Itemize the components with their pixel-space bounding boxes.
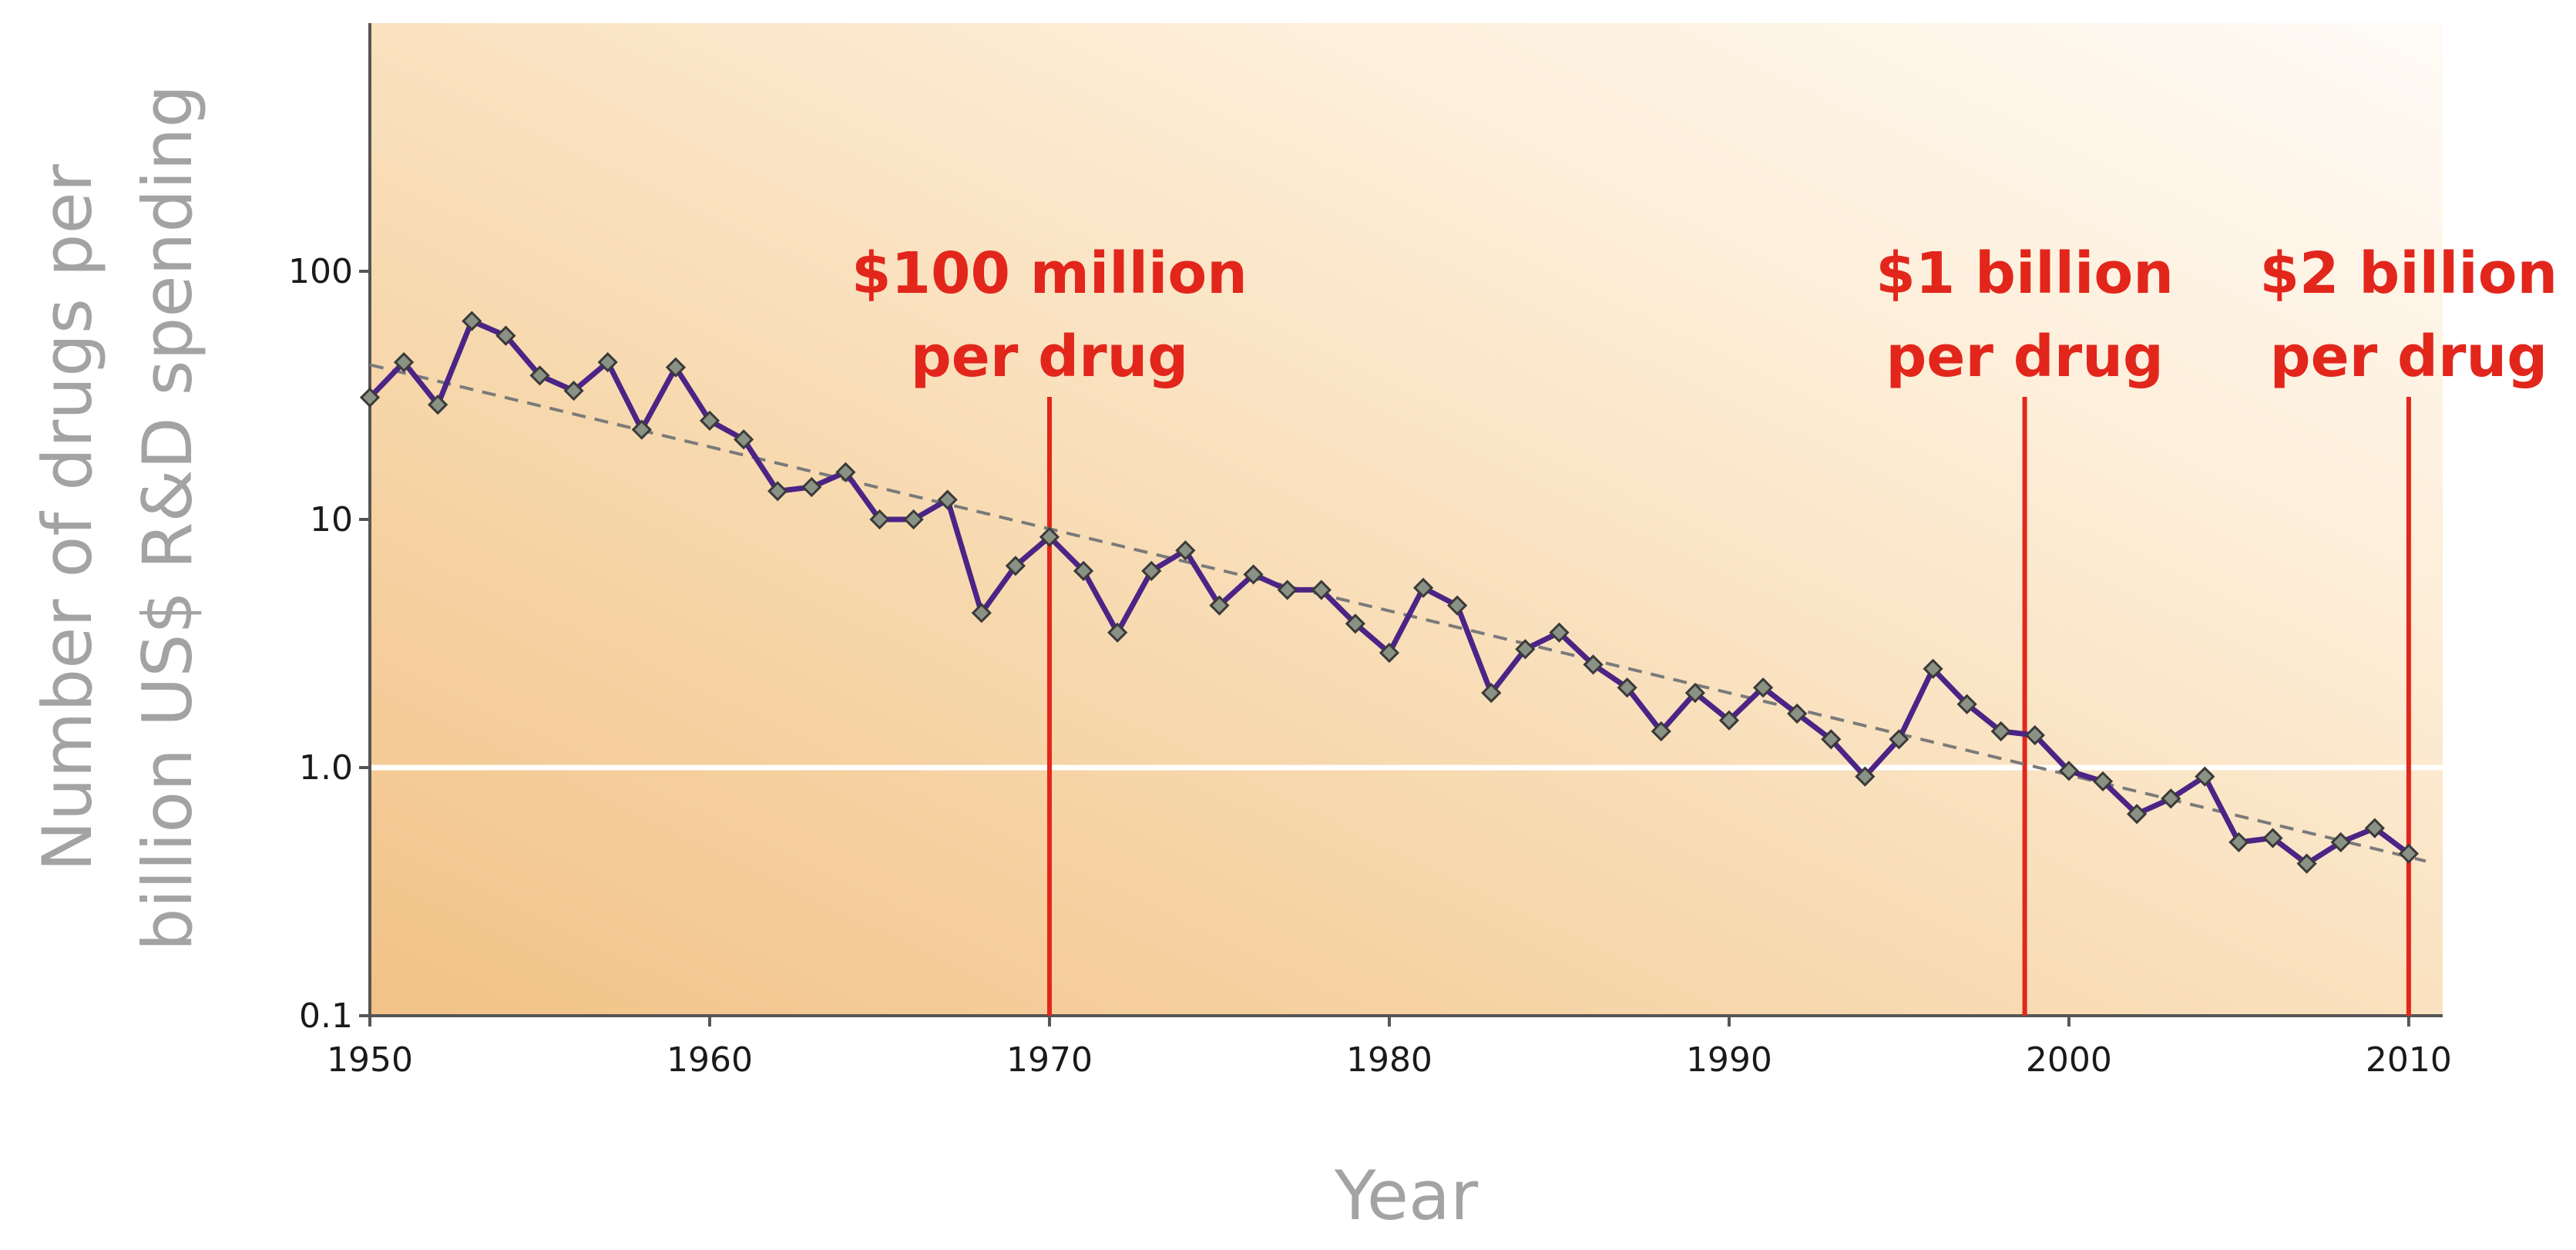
data-point [1447, 595, 1468, 616]
data-point [665, 357, 687, 378]
data-point [1073, 560, 1094, 581]
data-point [767, 481, 788, 502]
y-tick-label: 1.0 [299, 748, 353, 788]
annotation-label: $1 billion [1876, 240, 2174, 307]
data-point [903, 509, 924, 530]
data-point [1481, 682, 1502, 704]
data-point [1889, 729, 1909, 750]
plot-background [370, 23, 2443, 1016]
x-axis-label: Year [1334, 1156, 1479, 1235]
data-point [2024, 724, 2045, 746]
data-point [1412, 577, 1434, 598]
data-point [733, 429, 754, 450]
data-point [1583, 654, 1604, 675]
x-tick-label: 1980 [1346, 1040, 1432, 1080]
data-point [2330, 832, 2351, 853]
data-point [971, 603, 992, 623]
data-point [1752, 677, 1774, 698]
y-tick-label: 100 [288, 252, 353, 291]
data-point [1515, 639, 1536, 660]
data-point [1923, 658, 1943, 679]
trend-line [369, 363, 2427, 863]
data-point [1141, 560, 1162, 581]
y-tick-label: 0.1 [299, 996, 353, 1036]
data-point [1821, 729, 1842, 750]
x-tick-label: 2010 [2366, 1040, 2452, 1080]
data-point [1379, 642, 1400, 664]
data-point [835, 462, 856, 482]
x-tick-label: 1950 [327, 1040, 413, 1080]
data-point [937, 489, 958, 510]
y-tick-label: 10 [310, 500, 353, 539]
data-point [2195, 766, 2215, 787]
annotation-sublabel: per drug [911, 324, 1189, 390]
data-point [393, 351, 415, 373]
data-point [495, 325, 516, 346]
x-tick-label: 2000 [2026, 1040, 2112, 1080]
data-point [529, 365, 550, 386]
data-point [1956, 694, 1977, 714]
data-point [2296, 853, 2317, 874]
data-point [1617, 677, 1637, 698]
data-point [1684, 682, 1705, 704]
data-point [869, 509, 890, 530]
data-point [1107, 622, 1128, 643]
annotation-label: $2 billion [2260, 240, 2558, 307]
data-point [1311, 580, 1332, 600]
data-point [801, 476, 822, 498]
data-point [1651, 721, 1671, 742]
data-point [462, 311, 482, 331]
data-point [563, 380, 584, 402]
data-point [1039, 526, 1060, 547]
data-point [1990, 721, 2011, 742]
data-point [2398, 843, 2420, 864]
data-point [2161, 788, 2181, 809]
data-point [631, 419, 652, 440]
data-point [2364, 818, 2385, 838]
data-point [2126, 804, 2148, 825]
data-point [428, 394, 448, 415]
annotation-sublabel: per drug [1886, 324, 2164, 390]
annotation-label: $100 million [851, 240, 1248, 307]
data-point [1277, 580, 1298, 600]
data-point [1345, 613, 1365, 634]
data-point [1209, 595, 1230, 616]
data-point [2228, 832, 2249, 853]
data-point [597, 351, 618, 373]
data-point [1718, 710, 1740, 731]
x-tick-label: 1960 [667, 1040, 753, 1080]
data-point [2092, 771, 2114, 792]
y-axis-label-line2: billion US$ R&D spending [128, 85, 207, 952]
data-point [1787, 703, 1808, 724]
x-tick-label: 1970 [1006, 1040, 1093, 1080]
x-tick-label: 1990 [1686, 1040, 1772, 1080]
data-point [1005, 556, 1026, 576]
data-point [1243, 564, 1264, 585]
data-point [1549, 622, 1570, 643]
data-point [359, 387, 381, 408]
y-axis-label: Number of drugs per [28, 163, 107, 872]
data-point [2262, 828, 2283, 848]
data-point [2058, 761, 2080, 781]
annotation-sublabel: per drug [2270, 324, 2548, 390]
data-point [1175, 540, 1196, 561]
data-point [1855, 766, 1876, 787]
data-point [699, 410, 720, 431]
